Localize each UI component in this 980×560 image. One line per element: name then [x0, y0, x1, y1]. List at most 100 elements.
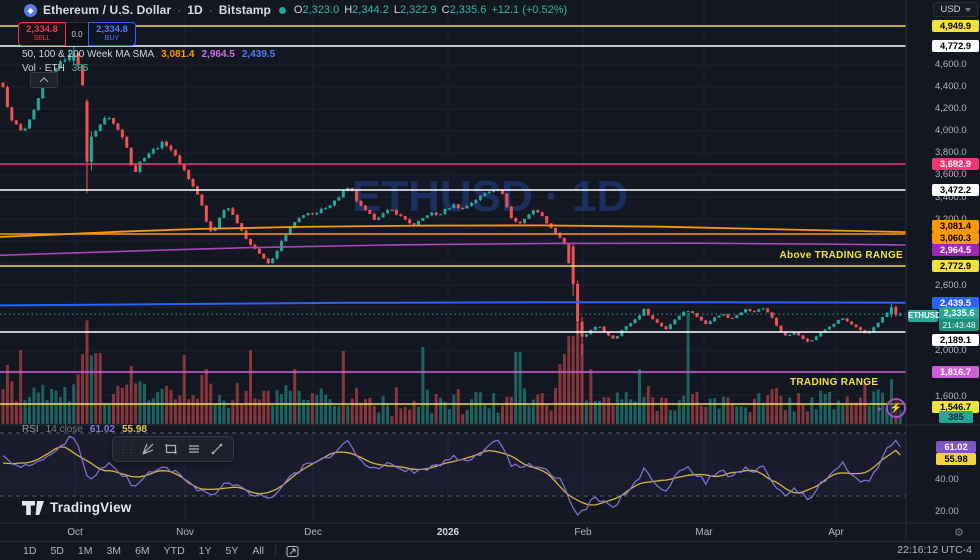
- range-button-3M[interactable]: 3M: [106, 545, 122, 557]
- rsi-axis-label: 55.98: [936, 453, 976, 465]
- ma50-value: 3,081.4: [161, 49, 195, 60]
- chevron-down-icon: [964, 7, 971, 12]
- range-button-5D[interactable]: 5D: [50, 545, 64, 557]
- exchange-label[interactable]: Bitstamp: [218, 3, 271, 17]
- trade-panel: 2,334.8 SELL 0.0 2,334.8 BUY: [18, 22, 136, 46]
- volume-axis-label: 385: [939, 411, 973, 423]
- month-label-Feb: Feb: [574, 527, 592, 538]
- price-level-label: 1,546.7: [932, 401, 979, 413]
- volume-indicator-legend[interactable]: Vol · ETH 385: [22, 63, 89, 74]
- tradingview-logo-icon: [22, 500, 44, 515]
- collapse-pane-button[interactable]: [30, 72, 58, 88]
- symbol-tag-label: ETHUSD: [908, 310, 941, 322]
- bottom-toolbar: 1D 5D 1M 3M 6M YTD 1Y 5Y All: [0, 541, 980, 560]
- price-tick-label: 4,400.0: [935, 81, 967, 92]
- rsi-indicator-legend[interactable]: RSI 14 close 61.02 55.98: [22, 424, 147, 435]
- ma-lines: [0, 224, 907, 307]
- market-status-icon[interactable]: [278, 6, 286, 14]
- pitchfork-tool-icon[interactable]: [138, 439, 158, 459]
- rsi-line: [2, 435, 901, 516]
- volume-value: 385: [71, 63, 89, 74]
- range-button-1D[interactable]: 1D: [23, 545, 37, 557]
- range-button-1Y[interactable]: 1Y: [198, 545, 212, 557]
- price-tick-label: 3,400.0: [935, 192, 967, 203]
- price-tick-label: 2,600.0: [935, 280, 967, 291]
- month-label-2026: 2026: [436, 527, 460, 538]
- range-button-YTD[interactable]: YTD: [163, 545, 185, 557]
- volume-bars: [1, 313, 902, 424]
- range-button-5Y[interactable]: 5Y: [225, 545, 239, 557]
- rsi-value: 61.02: [89, 424, 115, 435]
- parallel-channel-tool-icon[interactable]: [184, 439, 204, 459]
- price-level-label: 2,189.1: [932, 334, 979, 346]
- trading-range-label: TRADING RANGE: [790, 377, 879, 388]
- rsi-ma-line: [2, 446, 901, 506]
- rectangle-tool-icon[interactable]: [161, 439, 181, 459]
- month-label-Mar: Mar: [695, 527, 713, 538]
- rsi-tick-label: 40.00: [935, 474, 959, 485]
- ma200w-line: [0, 301, 907, 307]
- ma100-value: 2,964.5: [201, 49, 235, 60]
- change-label: +12.1 (+0.52%): [491, 4, 568, 16]
- price-level-label: 3,472.2: [932, 184, 979, 196]
- gridlines: [0, 0, 906, 523]
- price-tick-label: 1,600.0: [935, 391, 967, 402]
- ma-value-label: 2,964.5: [932, 244, 979, 256]
- above-trading-range-label: Above TRADING RANGE: [779, 250, 903, 261]
- go-to-date-button[interactable]: [282, 541, 302, 560]
- symbol-header: ◆ Ethereum / U.S. Dollar · 1D · Bitstamp…: [24, 2, 567, 18]
- ma200-value: 2,439.5: [241, 49, 276, 60]
- price-level-label: 3,060.3: [932, 232, 979, 244]
- date-range-buttons: 1D 5D 1M 3M 6M YTD 1Y 5Y All: [18, 544, 269, 558]
- rsi-tick-label: 20.00: [935, 506, 959, 517]
- month-label-Dec: Dec: [304, 527, 322, 538]
- price-tick-label: 3,800.0: [935, 147, 967, 158]
- ma-value-label: 3,081.4: [932, 220, 979, 232]
- range-button-6M[interactable]: 6M: [135, 545, 150, 557]
- month-label-Apr: Apr: [828, 527, 844, 538]
- ma50w-line: [0, 224, 907, 238]
- buy-button[interactable]: 2,334.8 BUY: [88, 22, 136, 46]
- toolbar-drag-handle-icon[interactable]: ⋮⋮: [119, 443, 136, 454]
- price-level-label: 2,772.9: [932, 260, 979, 272]
- range-button-All[interactable]: All: [252, 545, 265, 557]
- time-axis-settings-icon[interactable]: ⚙: [954, 527, 964, 539]
- price-tick-label: 3,600.0: [935, 169, 967, 180]
- ma-value-label: 2,439.5: [932, 297, 979, 309]
- ethereum-icon: ◆: [24, 3, 37, 17]
- rsi-curves: [2, 435, 901, 516]
- symbol-name-button[interactable]: Ethereum / U.S. Dollar: [43, 3, 172, 17]
- price-level-label: 4,772.9: [932, 40, 979, 52]
- spread-label: 0.0: [66, 22, 88, 46]
- rsi-ma-value: 55.98: [121, 424, 147, 435]
- lightning-sticker[interactable]: ⚡: [886, 398, 906, 418]
- tradingview-logo[interactable]: TradingView: [22, 500, 131, 515]
- drawing-toolbar: ⋮⋮: [112, 436, 234, 462]
- currency-dropdown[interactable]: USD: [933, 2, 978, 17]
- price-tick-label: 4,000.0: [935, 125, 967, 136]
- price-tick-label: 3,200.0: [935, 214, 967, 226]
- month-label-Oct: Oct: [67, 527, 83, 538]
- price-level-label: 1,816.7: [932, 366, 979, 378]
- separators: [0, 0, 980, 540]
- session-clock[interactable]: 22:16:12 UTC-4: [897, 544, 972, 556]
- price-tick-label: 2,000.0: [935, 345, 967, 356]
- toolbar-divider: [275, 545, 277, 557]
- countdown-label: 21:43:48: [939, 319, 979, 331]
- trend-line-tool-icon[interactable]: [207, 439, 227, 459]
- interval-button[interactable]: 1D: [187, 3, 203, 17]
- ma-indicator-legend[interactable]: 50, 100 & 200 Week MA SMA 3,081.4 2,964.…: [22, 49, 276, 60]
- rsi-params: 14 close: [45, 424, 83, 435]
- range-button-1M[interactable]: 1M: [77, 545, 93, 557]
- price-levels: [0, 25, 906, 405]
- sell-button[interactable]: 2,334.8 SELL: [18, 22, 66, 46]
- rsi-axis-label: 61.02: [936, 441, 976, 453]
- price-tick-label: 4,600.0: [935, 59, 967, 70]
- watermark: ETHUSD · 1D: [352, 172, 628, 221]
- header-separator: ·: [177, 3, 182, 17]
- price-tick-label: 4,200.0: [935, 103, 967, 114]
- price-level-label: 3,692.9: [932, 158, 979, 170]
- sparkle-icon: ✦: [876, 405, 883, 414]
